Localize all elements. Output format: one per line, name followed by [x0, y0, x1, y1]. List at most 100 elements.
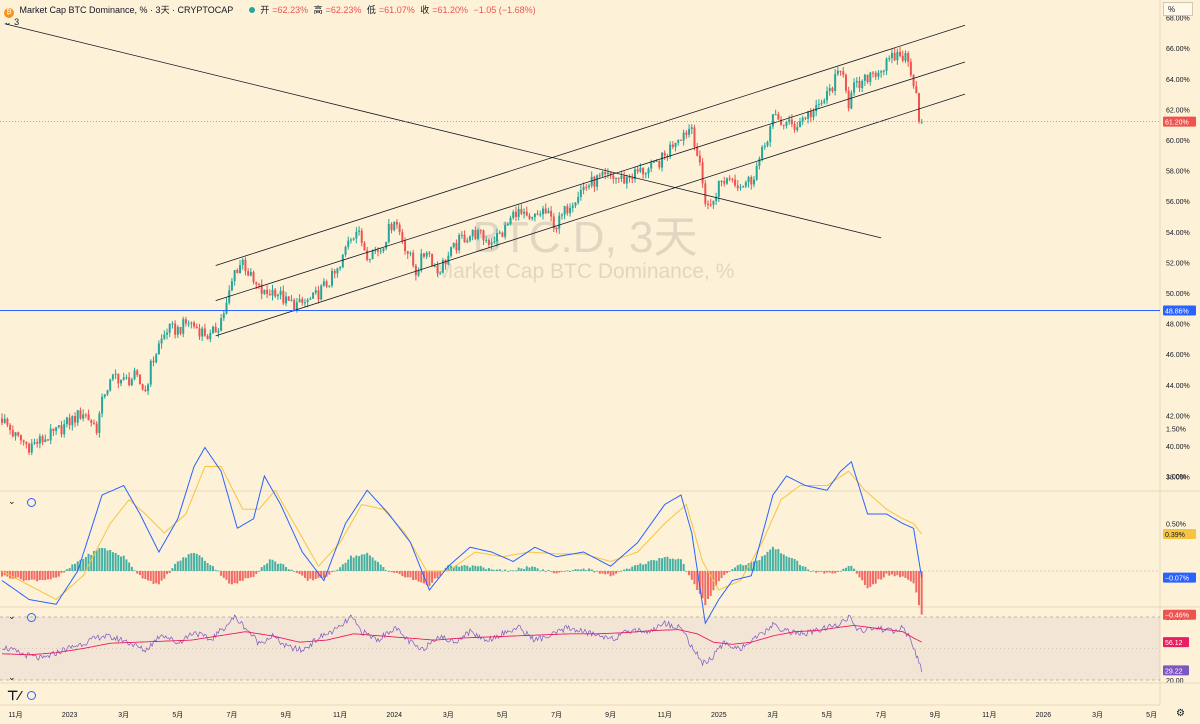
time-tick-label: 5月 — [822, 711, 833, 719]
candle-body — [17, 432, 20, 436]
macd-histogram-bar — [314, 571, 317, 579]
macd-histogram-bar — [569, 571, 572, 572]
candle-body — [736, 185, 739, 189]
candle-body — [555, 228, 558, 230]
rsi-pane[interactable] — [0, 614, 1160, 681]
candle-body — [596, 175, 599, 187]
macd-histogram-bar — [268, 559, 271, 571]
macd-visibility-icon[interactable] — [27, 498, 36, 507]
chevron-down-icon[interactable]: ⌄ — [8, 672, 16, 682]
macd-histogram-bar — [57, 571, 60, 577]
percent-scale-button[interactable]: % — [1163, 2, 1193, 16]
macd-histogram-bar — [390, 571, 393, 573]
candle-body — [404, 240, 407, 252]
price-tick-label: 62.00% — [1166, 107, 1190, 114]
candle-body — [65, 417, 68, 425]
macd-histogram-bar — [55, 571, 58, 578]
candle-body — [28, 443, 31, 453]
time-axis[interactable]: 11月 2023 3月 5月 7月 9月 11月 2024 3月 5月 7月 9月 11月 2025 3月 5… — [0, 704, 1160, 719]
collapse-indicators-button[interactable]: ⌄ 3 — [4, 17, 19, 28]
candle-body — [882, 70, 885, 72]
candle-body — [239, 265, 242, 274]
macd-histogram-bar — [228, 571, 231, 584]
candle-body — [734, 179, 737, 186]
candle-body — [704, 183, 707, 204]
candle-body — [328, 285, 331, 287]
macd-histogram-bar — [79, 559, 82, 571]
candle-body — [314, 290, 317, 293]
candle-body — [780, 119, 783, 125]
candle-body — [631, 178, 634, 180]
candle-body — [352, 238, 355, 240]
market-status-icon — [248, 7, 255, 13]
macd-histogram-bar — [888, 571, 891, 576]
macd-histogram-bar — [552, 571, 555, 574]
macd-histogram-bar — [758, 560, 761, 571]
macd-histogram-bar — [387, 571, 390, 572]
macd-histogram-bar — [98, 548, 101, 571]
macd-histogram-bar — [201, 557, 204, 571]
macd-histogram-bar — [809, 571, 812, 572]
macd-histogram-bar — [715, 571, 718, 586]
macd-histogram-bar — [193, 553, 196, 571]
macd-histogram-bar — [707, 571, 710, 599]
candle-body — [274, 289, 277, 297]
chevron-down-icon[interactable]: ⌄ — [8, 496, 16, 506]
candle-body — [114, 373, 117, 375]
macd-histogram-bar — [677, 558, 680, 571]
candle-body — [382, 248, 385, 251]
horizontal-line-price-label: 48.86% — [1165, 308, 1189, 315]
macd-histogram-bar — [255, 571, 258, 574]
candle-body — [95, 423, 98, 433]
gear-icon[interactable]: ⚙ — [1176, 708, 1185, 719]
macd-histogram-bar — [333, 570, 336, 572]
macd-histogram-bar — [36, 571, 39, 582]
macd-histogram-bar — [647, 561, 650, 571]
macd-histogram-bar — [184, 557, 187, 571]
macd-histogram-bar — [301, 571, 304, 576]
macd-histogram-bar — [785, 556, 788, 571]
candle-body — [74, 416, 77, 423]
macd-histogram-bar — [609, 571, 612, 577]
macd-pane[interactable] — [0, 446, 1160, 625]
candle-body — [479, 230, 482, 232]
symbol-legend[interactable]: ₿ Market Cap BTC Dominance, % · 3天 · CRY… — [4, 3, 539, 18]
macd-histogram-bar — [523, 569, 526, 571]
candle-body — [482, 230, 485, 241]
candle-body — [428, 252, 431, 255]
candle-body — [839, 70, 842, 72]
time-tick-label: 2023 — [62, 712, 78, 719]
candle-body — [363, 242, 366, 251]
macd-histogram-bar — [74, 563, 77, 571]
candle-body — [92, 422, 95, 424]
macd-histogram-bar — [136, 571, 139, 574]
time-tick-label: 7月 — [551, 711, 562, 719]
symbol-title[interactable]: Market Cap BTC Dominance, % · 3天 · CRYPT… — [19, 5, 234, 15]
macd-histogram-bar — [109, 549, 112, 571]
volume-visibility-icon[interactable] — [27, 691, 36, 700]
candle-body — [566, 206, 569, 214]
candle-body — [853, 82, 856, 93]
candle-body — [477, 230, 480, 239]
macd-histogram-bar — [95, 550, 98, 571]
candle-body — [160, 338, 163, 344]
candle-body — [844, 74, 847, 91]
candle-body — [544, 208, 547, 214]
macd-histogram-bar — [276, 563, 279, 571]
price-axis[interactable]: 68.00% 66.00% 64.00% 62.00% 60.00% 58.00% 56.0… — [1166, 16, 1190, 685]
main-pane[interactable] — [0, 23, 1160, 456]
macd-histogram-bar — [669, 558, 672, 571]
candle-body — [371, 250, 374, 259]
macd-histogram-bar — [458, 566, 461, 571]
time-tick-label: 2024 — [386, 712, 402, 719]
candle-body — [130, 379, 133, 386]
candle-body — [866, 74, 869, 83]
chevron-down-icon[interactable]: ⌄ — [8, 611, 16, 621]
candle-body — [574, 202, 577, 206]
candle-body — [625, 176, 628, 184]
macd-histogram-bar — [917, 571, 920, 606]
candle-body — [203, 328, 206, 336]
macd-histogram-bar — [203, 560, 206, 571]
rsi-visibility-icon[interactable] — [27, 613, 36, 622]
